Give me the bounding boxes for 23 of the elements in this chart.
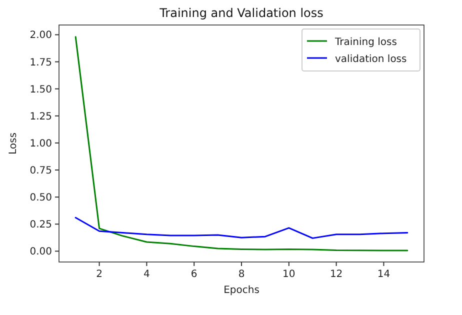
x-tick-label: 12 — [330, 269, 343, 280]
y-tick-label: 0.25 — [30, 220, 52, 231]
x-tick-label: 2 — [96, 269, 102, 280]
x-tick-label: 4 — [144, 269, 150, 280]
legend-label: validation loss — [335, 54, 407, 65]
chart-title: Training and Validation loss — [158, 6, 324, 20]
y-axis-title: Loss — [8, 132, 19, 154]
x-tick-label: 8 — [238, 269, 245, 280]
y-tick-label: 0.50 — [30, 192, 52, 204]
line-series — [74, 216, 408, 239]
x-tick-label: 10 — [282, 269, 296, 280]
y-tick-label: 1.25 — [30, 111, 52, 122]
y-tick-label: 1.00 — [30, 138, 52, 150]
y-tick-label: 1.50 — [30, 84, 52, 96]
y-tick-label: 1.75 — [30, 57, 52, 68]
y-tick-label: 0.00 — [30, 246, 52, 258]
x-tick-label: 6 — [190, 269, 198, 280]
x-axis-title: Epochs — [224, 285, 260, 296]
y-tick-label: 0.75 — [30, 166, 52, 177]
y-tick-label: 2.00 — [30, 30, 52, 42]
legend-label: Training loss — [334, 37, 397, 48]
x-tick-label: 14 — [377, 269, 390, 280]
line-series — [74, 36, 408, 252]
